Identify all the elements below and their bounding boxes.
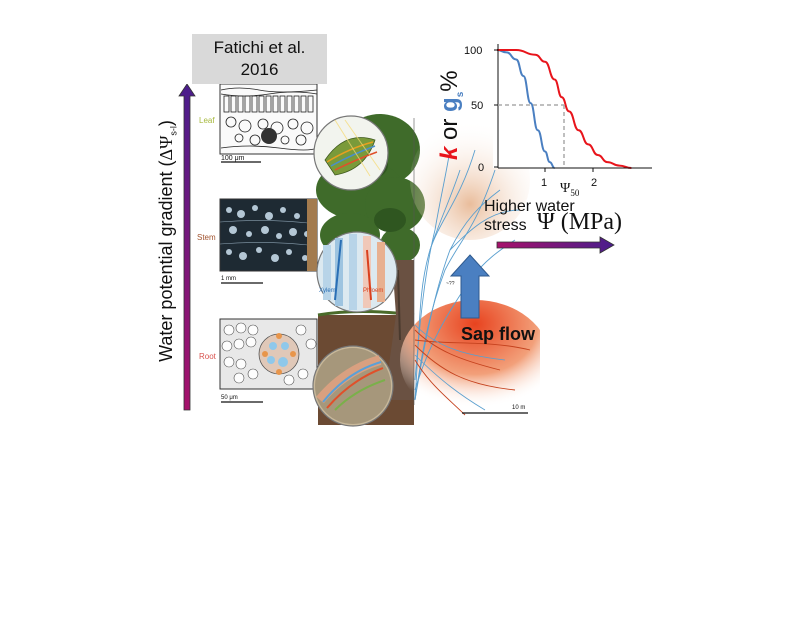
ylabel-prefix: % <box>436 70 463 92</box>
inset-plot-ylabel: k or gs% <box>436 20 466 160</box>
citation-line2: 2016 <box>240 60 279 79</box>
ytick-100: 100 <box>464 45 482 57</box>
citation-box: Fatichi et al. 2016 <box>192 34 327 84</box>
zoom-circles: Xylem Phloem <box>312 115 398 427</box>
ytick-50: 50 <box>471 100 483 112</box>
stress-label: Higher water stress <box>484 197 575 235</box>
tree-small-text: ~?? <box>446 281 455 287</box>
gradient-axis-symbol: ΔΨ <box>156 135 176 161</box>
stress-line1: Higher water <box>484 198 575 215</box>
stem-zoom: Xylem Phloem <box>316 231 398 313</box>
ytick-0: 0 <box>478 162 484 174</box>
micrograph-panels: 100 μm 1 mm 50 μ <box>219 84 318 403</box>
stem-scale-text: 1 mm <box>221 276 236 282</box>
root-scale-text: 50 μm <box>221 395 238 401</box>
ylabel-or: or <box>436 118 463 147</box>
k-curve <box>497 49 632 169</box>
leaf-micrograph <box>219 84 318 155</box>
psi50-label: Ψ50 <box>560 181 580 198</box>
plot-area <box>493 44 653 168</box>
stress-arrow <box>496 236 615 254</box>
citation-line1: Fatichi et al. <box>213 38 306 57</box>
gradient-axis-label: Water potential gradient (ΔΨs-l) <box>156 101 180 381</box>
stem-micrograph <box>219 198 318 272</box>
xtick-1: 1 <box>541 177 547 189</box>
leaf-scale-text: 100 μm <box>221 155 245 162</box>
stem-label: Stem <box>197 233 216 242</box>
psi-unit-label: Ψ (MPa) <box>537 209 623 235</box>
ylabel-gs-sub: s <box>454 91 466 98</box>
xylem-label: Xylem <box>319 288 336 294</box>
root-label: Root <box>199 352 216 361</box>
leaf-label: Leaf <box>199 116 215 125</box>
inset-plot: 100 50 0 1 2 Ψ50 <box>464 44 653 198</box>
xtick-2: 2 <box>591 177 597 189</box>
gradient-axis-close: ) <box>156 120 176 127</box>
ylabel-gs: g <box>436 97 463 112</box>
tree-scale-text: 10 m <box>512 405 525 411</box>
root-vessels <box>414 329 531 416</box>
gradient-arrow <box>178 84 196 411</box>
sap-flow-arrow <box>449 254 491 319</box>
leaf-zoom <box>313 115 389 191</box>
gradient-axis-subscript: s-l <box>168 126 179 136</box>
phloem-label: Phloem <box>363 288 383 294</box>
gradient-axis-text: Water potential gradient ( <box>156 160 176 362</box>
ylabel-k: k <box>436 146 463 160</box>
stress-line2: stress <box>484 217 527 234</box>
sap-flow-label: Sap flow <box>461 324 536 344</box>
gs-curve <box>496 49 555 169</box>
root-micrograph <box>219 318 318 390</box>
root-zoom <box>312 345 394 427</box>
